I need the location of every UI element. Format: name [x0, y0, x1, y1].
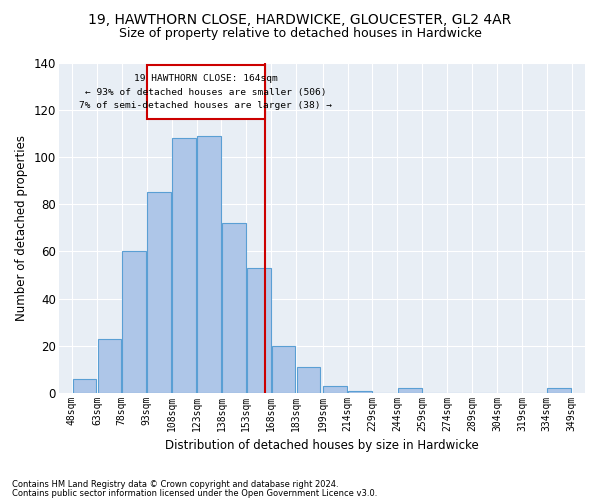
- Bar: [348, 391, 372, 393]
- Bar: [148, 192, 171, 393]
- Y-axis label: Number of detached properties: Number of detached properties: [15, 135, 28, 321]
- Bar: [272, 346, 295, 393]
- FancyBboxPatch shape: [147, 65, 265, 119]
- Bar: [73, 379, 96, 393]
- Bar: [297, 367, 320, 393]
- Text: 19, HAWTHORN CLOSE, HARDWICKE, GLOUCESTER, GL2 4AR: 19, HAWTHORN CLOSE, HARDWICKE, GLOUCESTE…: [88, 12, 512, 26]
- Text: Contains public sector information licensed under the Open Government Licence v3: Contains public sector information licen…: [12, 488, 377, 498]
- Bar: [398, 388, 422, 393]
- Bar: [98, 339, 121, 393]
- Bar: [122, 252, 146, 393]
- Text: 19 HAWTHORN CLOSE: 164sqm
← 93% of detached houses are smaller (506)
7% of semi-: 19 HAWTHORN CLOSE: 164sqm ← 93% of detac…: [79, 74, 332, 110]
- Bar: [222, 223, 245, 393]
- Bar: [197, 136, 221, 393]
- Text: Size of property relative to detached houses in Hardwicke: Size of property relative to detached ho…: [119, 28, 481, 40]
- Bar: [547, 388, 571, 393]
- Bar: [247, 268, 271, 393]
- Text: Contains HM Land Registry data © Crown copyright and database right 2024.: Contains HM Land Registry data © Crown c…: [12, 480, 338, 489]
- Bar: [172, 138, 196, 393]
- X-axis label: Distribution of detached houses by size in Hardwicke: Distribution of detached houses by size …: [165, 440, 479, 452]
- Bar: [323, 386, 347, 393]
